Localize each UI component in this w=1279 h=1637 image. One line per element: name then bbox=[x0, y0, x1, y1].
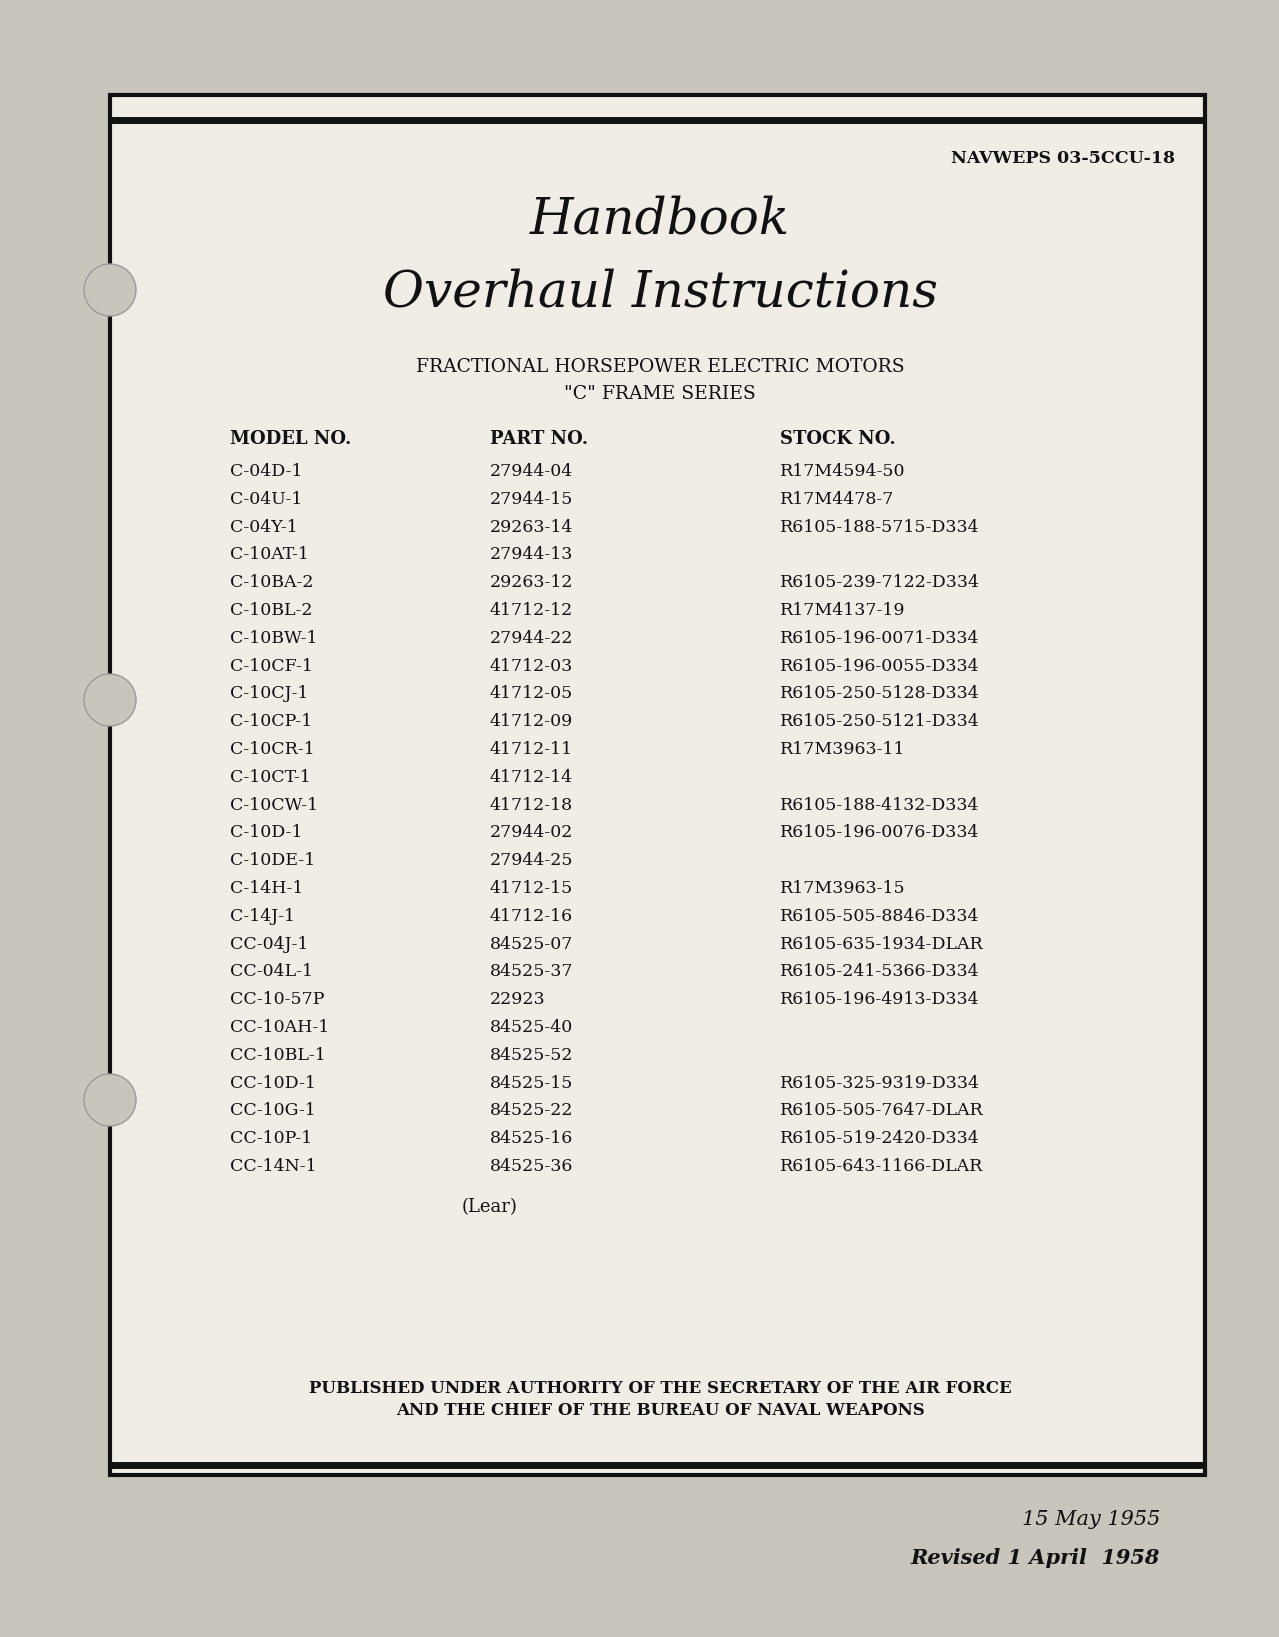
Text: R17M4478-7: R17M4478-7 bbox=[780, 491, 894, 507]
Text: CC-10D-1: CC-10D-1 bbox=[230, 1074, 316, 1092]
Text: FRACTIONAL HORSEPOWER ELECTRIC MOTORS: FRACTIONAL HORSEPOWER ELECTRIC MOTORS bbox=[416, 359, 904, 377]
Text: C-04Y-1: C-04Y-1 bbox=[230, 519, 298, 535]
Text: 41712-14: 41712-14 bbox=[490, 769, 573, 786]
Text: 27944-04: 27944-04 bbox=[490, 463, 573, 480]
Text: CC-10-57P: CC-10-57P bbox=[230, 990, 325, 1008]
Text: R6105-505-7647-DLAR: R6105-505-7647-DLAR bbox=[780, 1102, 984, 1120]
Text: 29263-14: 29263-14 bbox=[490, 519, 573, 535]
Text: PART NO.: PART NO. bbox=[490, 431, 588, 449]
Text: CC-14N-1: CC-14N-1 bbox=[230, 1157, 317, 1175]
Text: 84525-52: 84525-52 bbox=[490, 1046, 573, 1064]
Text: CC-10G-1: CC-10G-1 bbox=[230, 1102, 316, 1120]
Text: C-10CF-1: C-10CF-1 bbox=[230, 658, 313, 674]
Text: MODEL NO.: MODEL NO. bbox=[230, 431, 352, 449]
Text: R6105-188-5715-D334: R6105-188-5715-D334 bbox=[780, 519, 980, 535]
Text: C-10D-1: C-10D-1 bbox=[230, 825, 303, 841]
Bar bbox=[110, 95, 1205, 1475]
Text: R6105-196-4913-D334: R6105-196-4913-D334 bbox=[780, 990, 980, 1008]
Text: CC-10BL-1: CC-10BL-1 bbox=[230, 1046, 326, 1064]
Circle shape bbox=[84, 264, 136, 316]
Text: 84525-36: 84525-36 bbox=[490, 1157, 573, 1175]
Text: 27944-15: 27944-15 bbox=[490, 491, 573, 507]
Text: C-10CP-1: C-10CP-1 bbox=[230, 714, 312, 730]
Text: CC-10P-1: CC-10P-1 bbox=[230, 1130, 312, 1148]
Text: C-10CW-1: C-10CW-1 bbox=[230, 797, 318, 814]
Text: R17M3963-15: R17M3963-15 bbox=[780, 881, 906, 897]
Text: Handbook: Handbook bbox=[530, 195, 790, 244]
Text: 27944-22: 27944-22 bbox=[490, 630, 573, 647]
Text: R6105-196-0055-D334: R6105-196-0055-D334 bbox=[780, 658, 980, 674]
Text: R17M4594-50: R17M4594-50 bbox=[780, 463, 906, 480]
Text: R6105-635-1934-DLAR: R6105-635-1934-DLAR bbox=[780, 936, 984, 953]
Text: 41712-11: 41712-11 bbox=[490, 742, 573, 758]
Text: C-10BL-2: C-10BL-2 bbox=[230, 602, 312, 619]
Text: 41712-03: 41712-03 bbox=[490, 658, 573, 674]
Text: 41712-12: 41712-12 bbox=[490, 602, 573, 619]
Text: C-10DE-1: C-10DE-1 bbox=[230, 853, 315, 869]
Text: 84525-22: 84525-22 bbox=[490, 1102, 573, 1120]
Text: 41712-05: 41712-05 bbox=[490, 686, 573, 702]
Text: 15 May 1955: 15 May 1955 bbox=[1022, 1509, 1160, 1529]
Text: R6105-519-2420-D334: R6105-519-2420-D334 bbox=[780, 1130, 980, 1148]
Text: 84525-16: 84525-16 bbox=[490, 1130, 573, 1148]
Text: 84525-40: 84525-40 bbox=[490, 1018, 573, 1036]
Text: 84525-15: 84525-15 bbox=[490, 1074, 573, 1092]
Text: C-10CT-1: C-10CT-1 bbox=[230, 769, 311, 786]
Text: PUBLISHED UNDER AUTHORITY OF THE SECRETARY OF THE AIR FORCE: PUBLISHED UNDER AUTHORITY OF THE SECRETA… bbox=[308, 1380, 1012, 1396]
Text: 84525-07: 84525-07 bbox=[490, 936, 573, 953]
Text: Overhaul Instructions: Overhaul Instructions bbox=[382, 268, 938, 318]
Text: R6105-643-1166-DLAR: R6105-643-1166-DLAR bbox=[780, 1157, 984, 1175]
Text: C-10CJ-1: C-10CJ-1 bbox=[230, 686, 308, 702]
Text: CC-04J-1: CC-04J-1 bbox=[230, 936, 308, 953]
Text: R17M3963-11: R17M3963-11 bbox=[780, 742, 906, 758]
Circle shape bbox=[84, 1074, 136, 1126]
Text: 22923: 22923 bbox=[490, 990, 546, 1008]
Text: C-04U-1: C-04U-1 bbox=[230, 491, 302, 507]
Text: CC-04L-1: CC-04L-1 bbox=[230, 964, 313, 981]
Text: Revised 1 April  1958: Revised 1 April 1958 bbox=[911, 1549, 1160, 1568]
Text: C-14H-1: C-14H-1 bbox=[230, 881, 303, 897]
Text: C-10CR-1: C-10CR-1 bbox=[230, 742, 315, 758]
Text: "C" FRAME SERIES: "C" FRAME SERIES bbox=[564, 385, 756, 403]
Text: R6105-250-5128-D334: R6105-250-5128-D334 bbox=[780, 686, 980, 702]
Text: R6105-241-5366-D334: R6105-241-5366-D334 bbox=[780, 964, 980, 981]
Text: R6105-239-7122-D334: R6105-239-7122-D334 bbox=[780, 575, 980, 591]
Text: 27944-02: 27944-02 bbox=[490, 825, 573, 841]
Text: 41712-18: 41712-18 bbox=[490, 797, 573, 814]
Text: C-10BW-1: C-10BW-1 bbox=[230, 630, 317, 647]
Circle shape bbox=[84, 674, 136, 725]
Text: NAVWEPS 03-5CCU-18: NAVWEPS 03-5CCU-18 bbox=[952, 151, 1175, 167]
Text: 41712-09: 41712-09 bbox=[490, 714, 573, 730]
Text: STOCK NO.: STOCK NO. bbox=[780, 431, 895, 449]
Text: R6105-196-0071-D334: R6105-196-0071-D334 bbox=[780, 630, 980, 647]
Text: C-10AT-1: C-10AT-1 bbox=[230, 547, 308, 563]
Text: R6105-325-9319-D334: R6105-325-9319-D334 bbox=[780, 1074, 980, 1092]
Text: CC-10AH-1: CC-10AH-1 bbox=[230, 1018, 329, 1036]
Text: R6105-196-0076-D334: R6105-196-0076-D334 bbox=[780, 825, 980, 841]
Text: R6105-188-4132-D334: R6105-188-4132-D334 bbox=[780, 797, 980, 814]
Text: AND THE CHIEF OF THE BUREAU OF NAVAL WEAPONS: AND THE CHIEF OF THE BUREAU OF NAVAL WEA… bbox=[395, 1401, 925, 1419]
Text: 29263-12: 29263-12 bbox=[490, 575, 573, 591]
Text: 84525-37: 84525-37 bbox=[490, 964, 573, 981]
Text: 41712-15: 41712-15 bbox=[490, 881, 573, 897]
Text: R6105-505-8846-D334: R6105-505-8846-D334 bbox=[780, 909, 980, 925]
Text: 27944-25: 27944-25 bbox=[490, 853, 573, 869]
Text: R17M4137-19: R17M4137-19 bbox=[780, 602, 906, 619]
Text: C-04D-1: C-04D-1 bbox=[230, 463, 303, 480]
Text: 27944-13: 27944-13 bbox=[490, 547, 573, 563]
Text: C-10BA-2: C-10BA-2 bbox=[230, 575, 313, 591]
Text: R6105-250-5121-D334: R6105-250-5121-D334 bbox=[780, 714, 980, 730]
Text: 41712-16: 41712-16 bbox=[490, 909, 573, 925]
Text: (Lear): (Lear) bbox=[462, 1198, 518, 1216]
Text: C-14J-1: C-14J-1 bbox=[230, 909, 295, 925]
